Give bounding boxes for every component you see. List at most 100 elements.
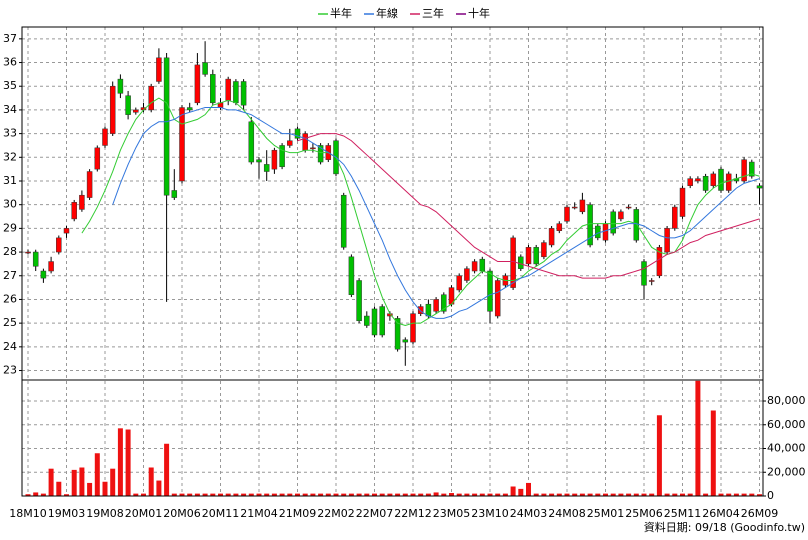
candle-body xyxy=(71,202,77,220)
candle-body xyxy=(595,225,601,239)
y-tick-label: 23 xyxy=(3,364,17,377)
volume-bar xyxy=(556,493,562,496)
volume-bar xyxy=(526,482,531,496)
candle-body xyxy=(525,247,532,265)
candle-body xyxy=(379,306,385,336)
candle-body xyxy=(56,237,62,253)
volume-bar xyxy=(633,493,639,496)
volume-bar xyxy=(395,493,401,496)
candle-body xyxy=(194,64,201,104)
x-tick-label: 20M06 xyxy=(163,507,201,520)
volume-bar xyxy=(572,493,578,496)
x-tick-label: 25M06 xyxy=(625,507,663,520)
candle-body xyxy=(648,280,655,282)
candle-body xyxy=(464,268,470,281)
volume-bar xyxy=(241,493,247,496)
volume-bar xyxy=(741,493,747,496)
volume-bar xyxy=(256,493,262,496)
x-tick-label: 21M09 xyxy=(279,507,317,520)
volume-bar xyxy=(464,493,470,496)
volume-bar xyxy=(325,493,331,496)
volume-bar xyxy=(749,493,755,496)
volume-bar xyxy=(703,493,709,496)
volume-bar xyxy=(187,493,193,496)
y-tick-label: 40,000 xyxy=(767,442,806,455)
candle-body xyxy=(456,275,462,291)
candle-body xyxy=(479,258,486,272)
volume-bar xyxy=(402,493,408,496)
volume-bar xyxy=(87,482,93,496)
candle-body xyxy=(610,211,616,234)
y-tick-label: 20,000 xyxy=(767,465,806,478)
volume-bar xyxy=(102,481,108,496)
candle-body xyxy=(186,107,193,111)
candle-body xyxy=(163,57,170,196)
volume-bar xyxy=(472,493,478,496)
candle-body xyxy=(256,159,262,163)
candle-body xyxy=(548,228,555,246)
candle-body xyxy=(664,228,670,253)
volume-bar xyxy=(94,453,100,496)
ma-line xyxy=(81,97,760,327)
candle-body xyxy=(225,78,231,101)
y-tick-label: 32 xyxy=(3,150,17,163)
volume-bar xyxy=(680,493,685,496)
volume-bar xyxy=(433,492,439,496)
x-tick-label: 23M05 xyxy=(433,507,471,520)
volume-bar xyxy=(733,493,739,496)
volume-bar xyxy=(641,493,647,496)
volume-bar xyxy=(287,493,293,496)
candle-body xyxy=(695,178,701,182)
volume-bar xyxy=(79,467,85,496)
y-tick-label: 35 xyxy=(3,79,17,92)
volume-bar xyxy=(757,494,762,496)
candle-body xyxy=(248,121,255,163)
candle-body xyxy=(302,133,308,151)
volume-bar xyxy=(318,493,324,496)
candle-body xyxy=(710,173,717,186)
volume-bar xyxy=(164,443,170,496)
volume-bar xyxy=(456,493,462,496)
volume-bar xyxy=(364,493,370,496)
candle-body xyxy=(210,74,216,104)
candle-body xyxy=(402,339,409,343)
volume-bar xyxy=(649,493,655,496)
volume-bar xyxy=(179,493,185,496)
legend-label: 十年 xyxy=(468,6,490,20)
candle-body xyxy=(356,280,362,322)
volume-bar xyxy=(233,493,239,496)
volume-bar xyxy=(356,493,362,496)
candle-body xyxy=(433,299,439,312)
candle-body xyxy=(756,185,763,189)
volume-bar xyxy=(726,493,732,496)
candle-body xyxy=(317,145,324,163)
volume-bar xyxy=(194,493,200,496)
volume-bar xyxy=(687,493,693,496)
plot-border xyxy=(21,379,764,497)
volume-bar xyxy=(664,493,670,496)
x-tick-label: 25M01 xyxy=(587,507,625,520)
candle-body xyxy=(556,223,563,231)
volume-bar xyxy=(40,493,46,496)
x-tick-label: 25M11 xyxy=(664,507,702,520)
volume-bar xyxy=(248,493,254,496)
x-tick-label: 20M11 xyxy=(202,507,240,520)
volume-bar xyxy=(603,493,608,496)
x-tick-label: 22M12 xyxy=(394,507,432,520)
y-tick-label: 34 xyxy=(3,103,17,116)
candle-body xyxy=(487,270,493,312)
volume-bar xyxy=(410,493,416,496)
candle-body xyxy=(541,242,547,258)
candle-body xyxy=(417,306,424,314)
volume-bar xyxy=(202,493,208,496)
candle-body xyxy=(602,223,609,241)
volume-bar xyxy=(171,493,177,496)
volume-bar xyxy=(510,486,516,496)
x-tick-label: 20M01 xyxy=(125,507,163,520)
candle-body xyxy=(471,261,478,272)
y-tick-label: 26 xyxy=(3,292,17,305)
x-tick-label: 24M03 xyxy=(510,507,548,520)
candle-body xyxy=(410,313,416,343)
volume-bar xyxy=(271,493,277,496)
